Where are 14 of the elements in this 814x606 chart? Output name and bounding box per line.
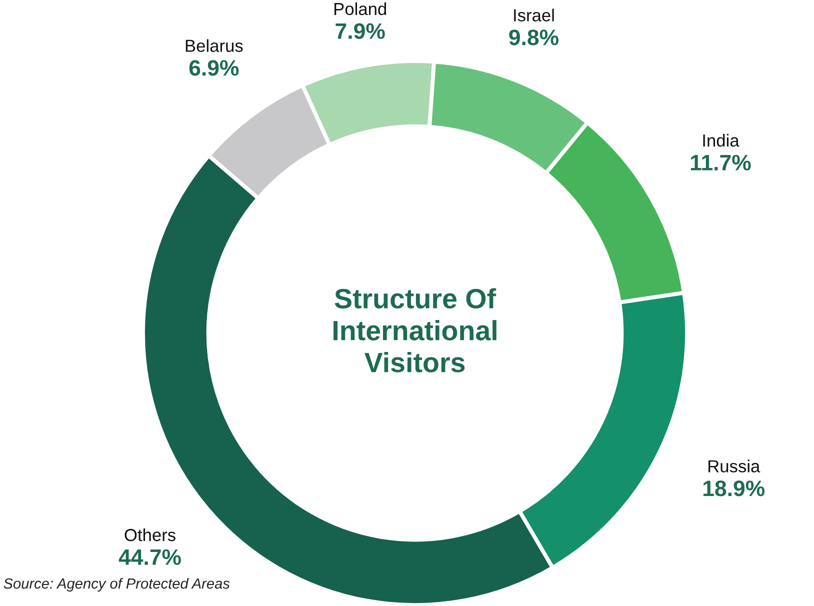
- data-label: 6.9%: [189, 60, 239, 76]
- data-label: 11.7%: [690, 154, 751, 170]
- slice-label: Others: [124, 528, 176, 542]
- slice-label: Russia: [708, 460, 760, 472]
- slice-label: India: [703, 134, 740, 147]
- data-label: 9.8%: [509, 30, 558, 46]
- slice-label: Poland: [334, 2, 386, 16]
- slice-label: Israel: [514, 8, 554, 22]
- data-label: 44.7%: [118, 549, 181, 565]
- source-note: Source: Agency of Protected Areas: [4, 578, 230, 592]
- text: Structure Of International Visitors: [334, 288, 496, 372]
- data-label: 7.9%: [336, 23, 385, 39]
- slice-label: Belarus: [186, 39, 243, 52]
- data-label: 18.9%: [704, 480, 765, 496]
